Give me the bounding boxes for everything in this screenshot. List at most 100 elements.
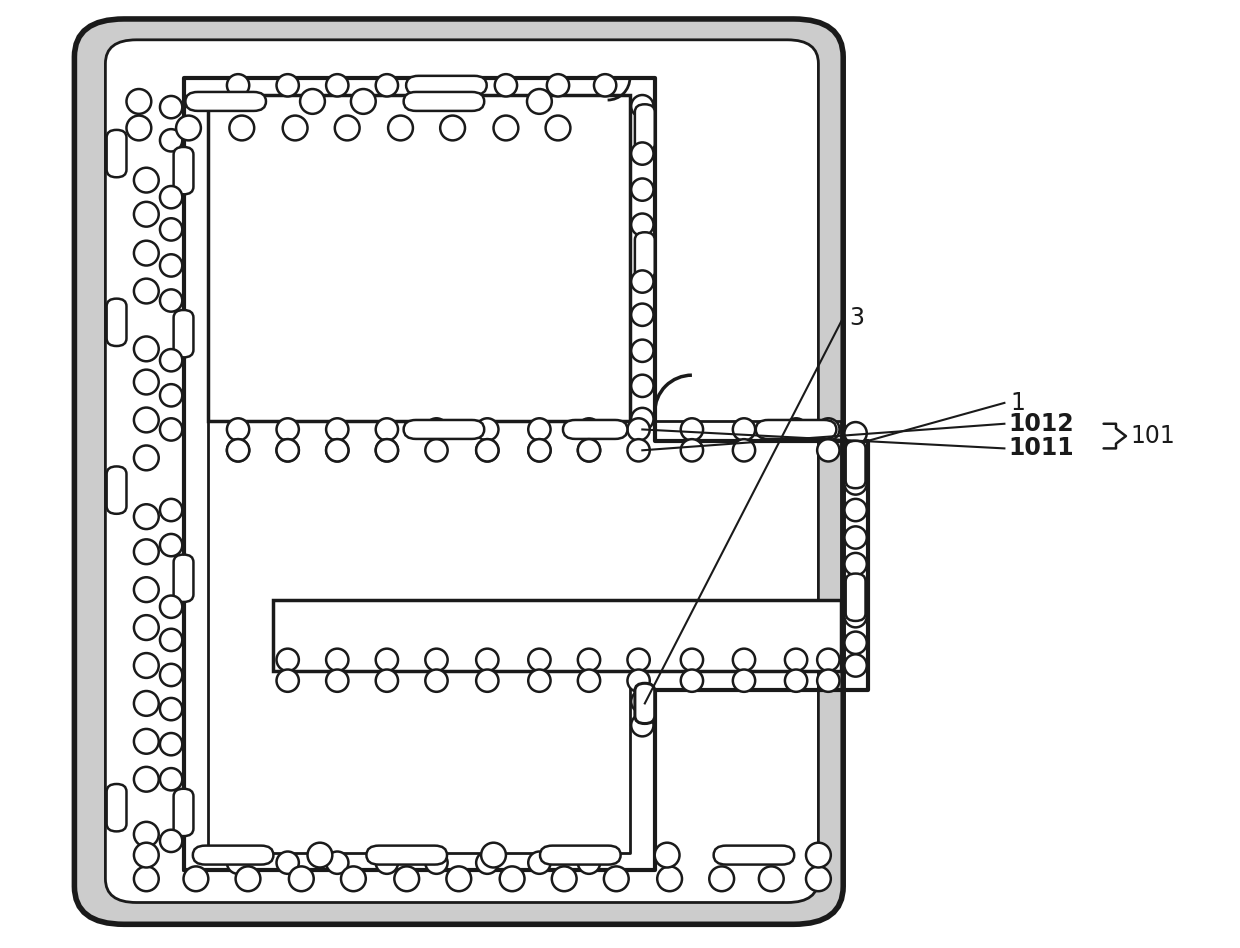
Ellipse shape xyxy=(326,439,348,462)
Ellipse shape xyxy=(134,691,159,716)
FancyBboxPatch shape xyxy=(541,846,620,865)
Ellipse shape xyxy=(160,534,182,556)
Ellipse shape xyxy=(134,241,159,265)
Ellipse shape xyxy=(844,631,867,654)
Ellipse shape xyxy=(289,866,314,891)
Text: 1011: 1011 xyxy=(1008,436,1074,461)
Ellipse shape xyxy=(481,843,506,867)
Ellipse shape xyxy=(134,279,159,303)
Ellipse shape xyxy=(184,866,208,891)
Ellipse shape xyxy=(528,648,551,671)
Ellipse shape xyxy=(631,178,653,201)
Ellipse shape xyxy=(277,418,299,441)
Text: 1: 1 xyxy=(1011,391,1025,415)
Ellipse shape xyxy=(160,349,182,372)
Ellipse shape xyxy=(631,213,653,236)
Bar xyxy=(273,600,841,671)
Text: 1012: 1012 xyxy=(1008,411,1074,436)
Ellipse shape xyxy=(631,142,653,165)
Ellipse shape xyxy=(160,629,182,651)
Ellipse shape xyxy=(440,116,465,140)
FancyBboxPatch shape xyxy=(107,466,126,514)
Ellipse shape xyxy=(227,418,249,441)
Ellipse shape xyxy=(134,653,159,678)
Ellipse shape xyxy=(134,202,159,227)
Ellipse shape xyxy=(844,605,867,628)
Ellipse shape xyxy=(376,418,398,441)
FancyBboxPatch shape xyxy=(105,40,818,902)
Ellipse shape xyxy=(425,648,448,671)
FancyBboxPatch shape xyxy=(635,684,655,723)
Ellipse shape xyxy=(627,418,650,441)
Text: 101: 101 xyxy=(1131,424,1176,448)
Ellipse shape xyxy=(681,418,703,441)
Ellipse shape xyxy=(326,648,348,671)
Ellipse shape xyxy=(134,767,159,792)
Ellipse shape xyxy=(134,729,159,754)
FancyBboxPatch shape xyxy=(174,147,193,194)
Ellipse shape xyxy=(134,168,159,192)
FancyBboxPatch shape xyxy=(193,846,273,865)
Ellipse shape xyxy=(376,439,398,462)
Ellipse shape xyxy=(785,648,807,671)
Ellipse shape xyxy=(160,129,182,152)
Ellipse shape xyxy=(681,669,703,692)
Ellipse shape xyxy=(176,116,201,140)
Ellipse shape xyxy=(785,418,807,441)
Ellipse shape xyxy=(631,339,653,362)
Ellipse shape xyxy=(160,254,182,277)
Ellipse shape xyxy=(631,408,653,430)
Ellipse shape xyxy=(134,615,159,640)
FancyBboxPatch shape xyxy=(846,574,866,621)
Ellipse shape xyxy=(844,553,867,575)
Ellipse shape xyxy=(277,648,299,671)
Ellipse shape xyxy=(681,648,703,671)
FancyBboxPatch shape xyxy=(407,76,486,95)
FancyBboxPatch shape xyxy=(635,104,655,152)
Ellipse shape xyxy=(134,504,159,529)
Ellipse shape xyxy=(134,370,159,394)
Ellipse shape xyxy=(547,74,569,97)
Ellipse shape xyxy=(277,439,299,462)
Ellipse shape xyxy=(817,648,839,671)
Text: 3: 3 xyxy=(849,305,864,330)
Ellipse shape xyxy=(326,851,348,874)
Ellipse shape xyxy=(552,866,577,891)
Ellipse shape xyxy=(546,116,570,140)
Ellipse shape xyxy=(134,822,159,847)
Ellipse shape xyxy=(476,439,498,462)
FancyBboxPatch shape xyxy=(563,420,627,439)
Ellipse shape xyxy=(277,74,299,97)
Ellipse shape xyxy=(134,843,159,867)
Ellipse shape xyxy=(236,866,260,891)
Ellipse shape xyxy=(604,866,629,891)
Ellipse shape xyxy=(335,116,360,140)
Ellipse shape xyxy=(594,74,616,97)
Ellipse shape xyxy=(160,595,182,618)
Ellipse shape xyxy=(134,446,159,470)
Ellipse shape xyxy=(160,768,182,791)
Ellipse shape xyxy=(388,116,413,140)
Ellipse shape xyxy=(631,690,653,713)
Ellipse shape xyxy=(627,669,650,692)
FancyBboxPatch shape xyxy=(404,92,484,111)
FancyBboxPatch shape xyxy=(107,784,126,831)
Ellipse shape xyxy=(160,698,182,720)
Ellipse shape xyxy=(277,669,299,692)
Ellipse shape xyxy=(425,669,448,692)
Ellipse shape xyxy=(844,446,867,468)
Ellipse shape xyxy=(806,866,831,891)
Ellipse shape xyxy=(227,851,249,874)
Ellipse shape xyxy=(733,669,755,692)
FancyBboxPatch shape xyxy=(846,441,866,488)
Ellipse shape xyxy=(160,830,182,852)
Ellipse shape xyxy=(134,539,159,564)
Ellipse shape xyxy=(631,95,653,118)
Ellipse shape xyxy=(494,116,518,140)
Ellipse shape xyxy=(160,499,182,521)
FancyBboxPatch shape xyxy=(404,420,484,439)
Ellipse shape xyxy=(844,579,867,602)
Ellipse shape xyxy=(425,439,448,462)
Ellipse shape xyxy=(476,669,498,692)
Ellipse shape xyxy=(300,89,325,114)
